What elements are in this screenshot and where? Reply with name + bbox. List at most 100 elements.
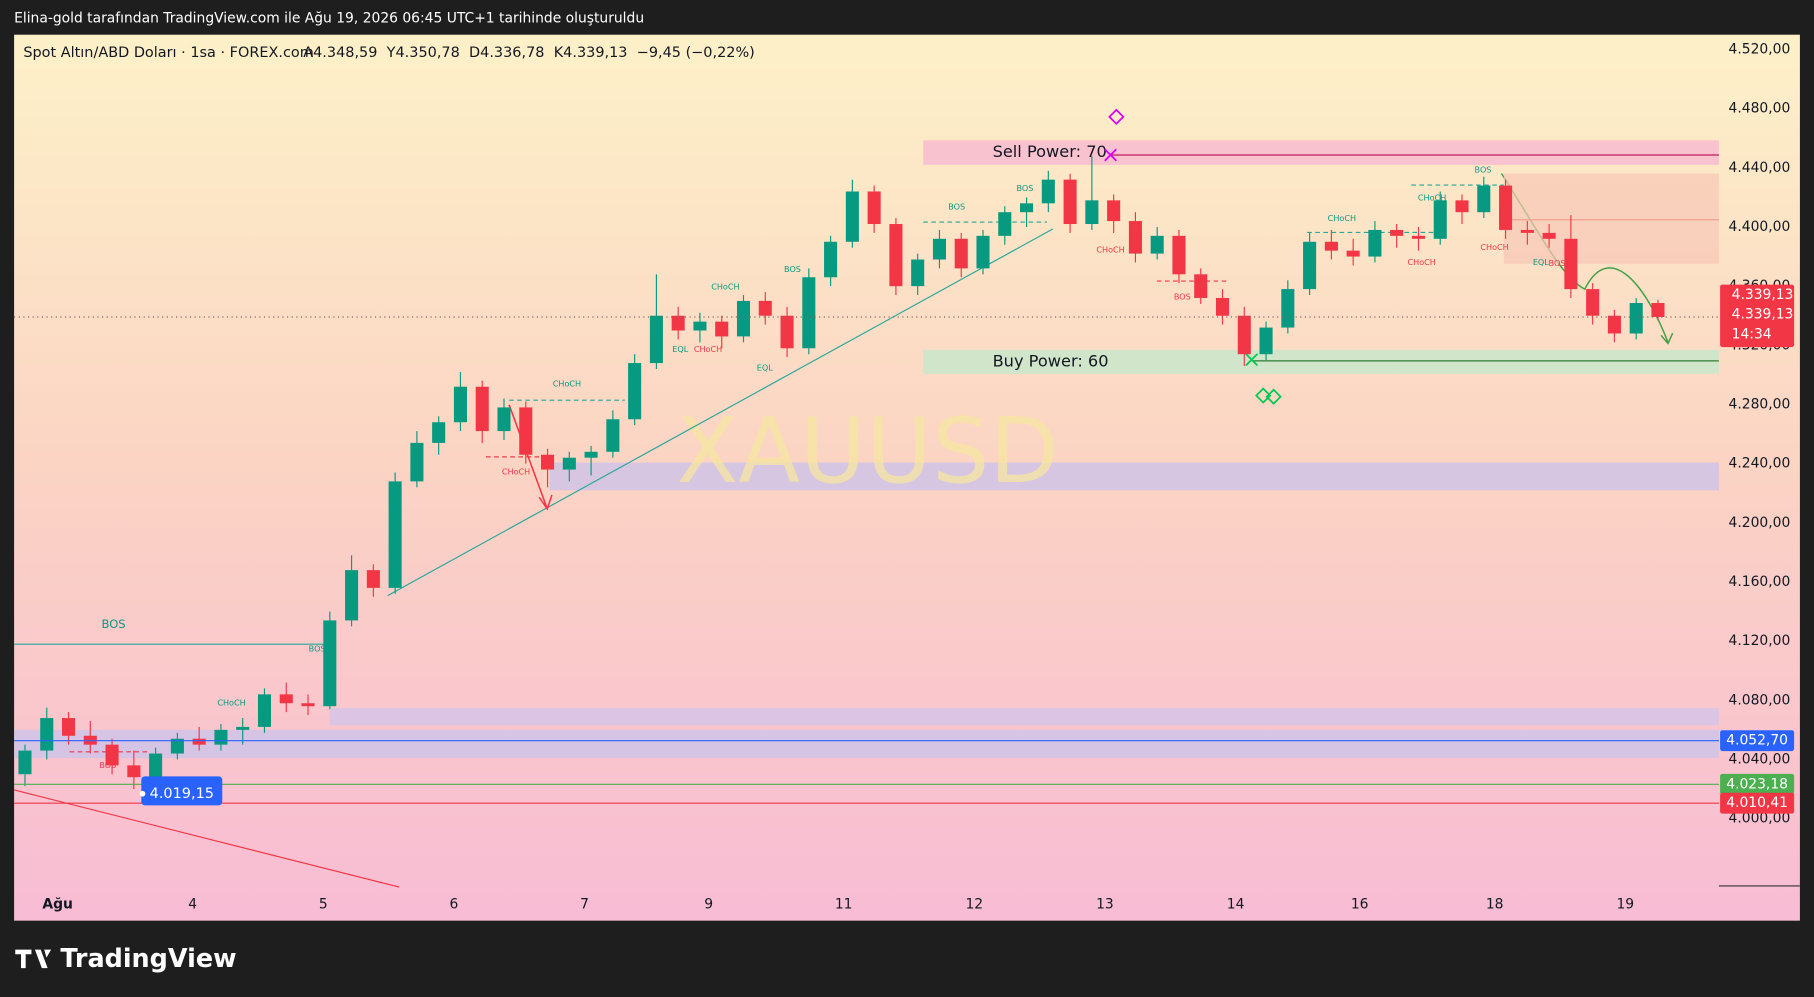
candle-body	[1455, 200, 1469, 213]
price-tag-label: 14:34	[1732, 326, 1772, 342]
candle-body	[1063, 179, 1077, 225]
zone	[923, 140, 1719, 165]
trendline	[387, 228, 1054, 597]
candle-body	[628, 363, 642, 420]
candle-body	[236, 726, 250, 730]
overlay: 4.000,00 4.040,00 4.080,00 4.120,00 4.160,00…	[14, 41, 1795, 912]
annotation: BOS	[309, 643, 326, 653]
candle-body	[649, 315, 663, 364]
candle-body	[1303, 241, 1317, 290]
candle-body	[1085, 200, 1099, 225]
candle-body	[18, 750, 32, 775]
annotation: CHoCH	[553, 378, 581, 388]
y-tick-label: 4.480,00	[1729, 101, 1791, 117]
price-tag-label: 4.339,13	[1732, 307, 1794, 323]
candle-body	[61, 718, 76, 736]
candle-body	[1564, 238, 1578, 290]
candle-body	[366, 570, 380, 588]
candle-body	[584, 451, 598, 458]
candle-body	[998, 212, 1012, 236]
candle-body	[149, 753, 163, 778]
annotation: CHoCH	[1418, 192, 1446, 202]
price-tag	[1720, 773, 1795, 795]
price-tag-label: 4.052,70	[1726, 733, 1788, 749]
ohlc-value: D4.336,78	[469, 45, 544, 61]
x-tick-label: Ağu	[42, 896, 73, 912]
annotation: CHoCH	[502, 466, 530, 476]
annotation: BOS	[1017, 183, 1034, 193]
candle-body	[1499, 185, 1513, 230]
x-tick-label: 16	[1351, 896, 1369, 912]
candle-body	[1237, 315, 1251, 355]
annotation: BOS	[1475, 165, 1492, 175]
zone-label: Sell Power: 70	[993, 142, 1107, 161]
candle-body	[1041, 179, 1055, 204]
annotation: CHoCH	[1480, 242, 1508, 252]
price-tag-label: 4.339,13	[1732, 287, 1794, 303]
annotation: CHoCH	[1408, 257, 1436, 267]
candle-body	[1586, 289, 1600, 316]
candle-body	[1107, 200, 1121, 222]
candle-body	[127, 765, 141, 778]
candle-body	[1542, 232, 1556, 239]
candle-body	[301, 703, 315, 707]
candle-body	[954, 238, 968, 269]
candle-body	[736, 300, 751, 337]
ohlc: A4.348,59 Y4.350,78 D4.336,78 K4.339,13 −9,4…	[303, 45, 755, 61]
annotation: BOS	[784, 264, 801, 274]
y-tick-label: 4.440,00	[1729, 160, 1791, 176]
zone	[923, 349, 1719, 374]
candle-body	[1150, 235, 1164, 254]
zone	[14, 729, 1719, 758]
candle-body	[170, 738, 184, 754]
diamond	[1108, 108, 1125, 125]
y-tick-label: 4.520,00	[1729, 41, 1791, 57]
candle-body	[889, 224, 903, 287]
drawings	[14, 108, 1719, 888]
annotation: BOS	[1174, 292, 1191, 302]
candle-body	[562, 457, 576, 470]
annotation: EQL	[757, 362, 773, 372]
candle-body	[1390, 229, 1404, 236]
trendline	[14, 789, 400, 888]
x-tick-label: 13	[1096, 896, 1114, 912]
annotation: BOS	[101, 617, 125, 631]
annotation: CHoCH	[694, 344, 722, 354]
price-tag	[1720, 284, 1795, 348]
change-label: −9,45 (−0,22%)	[637, 45, 755, 61]
annotation: CHoCH	[217, 698, 245, 708]
symbol-title: Spot Altın/ABD Doları · 1sa · FOREX.com	[23, 45, 313, 61]
y-tick-label: 4.240,00	[1729, 456, 1791, 472]
x-tick-label: 6	[450, 896, 459, 912]
zone-label: Buy Power: 60	[993, 351, 1109, 370]
candle-body	[105, 744, 119, 766]
candle-body	[1259, 327, 1273, 355]
y-tick-label: 4.200,00	[1729, 515, 1791, 531]
candle-body	[911, 259, 925, 287]
candle-body	[541, 454, 555, 470]
candle-body	[432, 422, 446, 443]
y-tick-label: 4.040,00	[1729, 751, 1791, 767]
annotation: CHoCH	[1328, 213, 1356, 223]
y-tick-label: 4.000,00	[1729, 811, 1791, 827]
candle-body	[1477, 185, 1491, 213]
candle-body	[1324, 241, 1338, 251]
candle-body	[1128, 221, 1142, 254]
x-tick-label: 5	[319, 896, 328, 912]
zone	[549, 462, 1719, 491]
candle-body	[1607, 315, 1621, 334]
candle-body	[388, 481, 402, 588]
candle-body	[671, 315, 685, 331]
x-tick-label: 12	[965, 896, 983, 912]
candle-body	[497, 407, 511, 432]
cross	[1245, 353, 1259, 367]
x-tick-label: 18	[1486, 896, 1504, 912]
annotation: EQL	[672, 344, 688, 354]
ohlc-value: Y4.350,78	[386, 45, 460, 61]
ohlc-value: A4.348,59	[303, 45, 377, 61]
candle-body	[453, 386, 467, 423]
candle-body	[1194, 274, 1208, 298]
candles	[18, 155, 1665, 790]
annotation: EQL	[1533, 257, 1549, 267]
